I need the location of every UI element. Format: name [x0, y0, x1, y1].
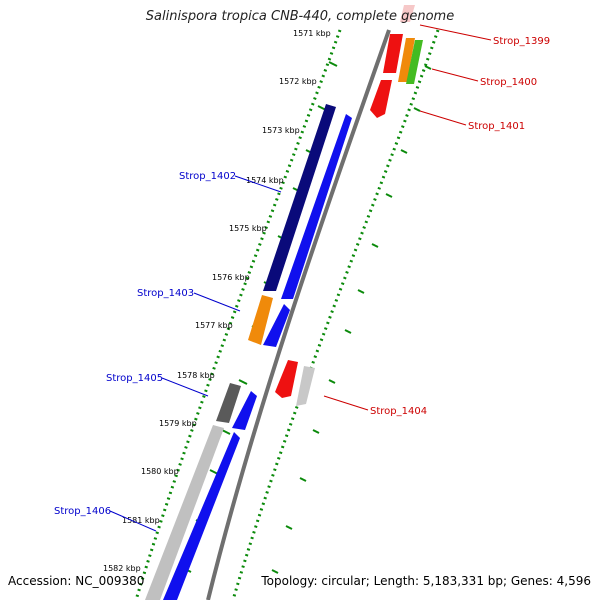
gene-strop-1400-orange — [398, 38, 415, 82]
gene-strop-1404-red — [275, 360, 298, 398]
kbp-label: 1577 kbp — [195, 321, 233, 330]
gene-labels: Strop_1399 Strop_1400 Strop_1401 Strop_1… — [54, 36, 550, 517]
kbp-label: 1578 kbp — [177, 371, 215, 380]
kbp-label: 1573 kbp — [262, 126, 300, 135]
gene-strop-1406-gray — [145, 425, 224, 600]
gene-strop-1399 — [400, 5, 415, 22]
kbp-label: 1579 kbp — [159, 419, 197, 428]
gene-strop-1399-red — [383, 34, 403, 73]
tick-track-inner — [231, 29, 440, 600]
kbp-label: 1571 kbp — [293, 29, 331, 38]
minus-strand-genes — [145, 104, 352, 600]
gene-label-strop-1400: Strop_1400 — [480, 77, 537, 88]
title-suffix: , complete genome — [327, 9, 455, 24]
kbp-label: 1580 kbp — [141, 467, 179, 476]
kbp-label: 1576 kbp — [212, 273, 250, 282]
map-title: Salinispora tropica CNB-440, complete ge… — [0, 9, 600, 24]
kbp-label: 1581 kbp — [122, 516, 160, 525]
kbp-label: 1574 kbp — [246, 176, 284, 185]
plus-strand-genes — [275, 5, 423, 406]
gene-strop-1401 — [370, 80, 392, 118]
kbp-tick-labels: 1571 kbp 1572 kbp 1573 kbp 1574 kbp 1575… — [103, 29, 331, 573]
gene-strop-1405-gray — [216, 383, 241, 423]
gene-label-strop-1406: Strop_1406 — [54, 506, 111, 517]
gene-strop-1403-orange — [248, 295, 273, 345]
gene-strop-1405-blue — [232, 391, 257, 430]
gene-label-strop-1404: Strop_1404 — [370, 406, 427, 417]
tick-marks — [182, 61, 432, 574]
gene-strop-1402-dark — [263, 104, 336, 291]
gene-strop-1400-green — [406, 40, 423, 84]
gene-label-strop-1399: Strop_1399 — [493, 36, 550, 47]
tick-track-outer — [134, 29, 342, 600]
gene-label-strop-1405: Strop_1405 — [106, 373, 163, 384]
kbp-label: 1575 kbp — [229, 224, 267, 233]
gene-label-strop-1402: Strop_1402 — [179, 171, 236, 182]
kbp-label: 1582 kbp — [103, 564, 141, 573]
gene-strop-1404-gray — [296, 366, 315, 406]
callout-lines — [109, 24, 492, 532]
organism-name: Salinispora tropica CNB-440 — [145, 9, 328, 24]
kbp-label: 1572 kbp — [279, 77, 317, 86]
gene-strop-1403-blue — [263, 304, 290, 347]
accession-text: Accession: NC_009380 — [8, 574, 145, 588]
gene-strop-1402-blue — [281, 114, 352, 299]
genome-backbone — [206, 29, 391, 600]
gene-label-strop-1401: Strop_1401 — [468, 121, 525, 132]
gene-label-strop-1403: Strop_1403 — [137, 288, 194, 299]
genome-summary-text: Topology: circular; Length: 5,183,331 bp… — [261, 574, 591, 588]
gene-strop-1406-blue — [163, 432, 240, 600]
